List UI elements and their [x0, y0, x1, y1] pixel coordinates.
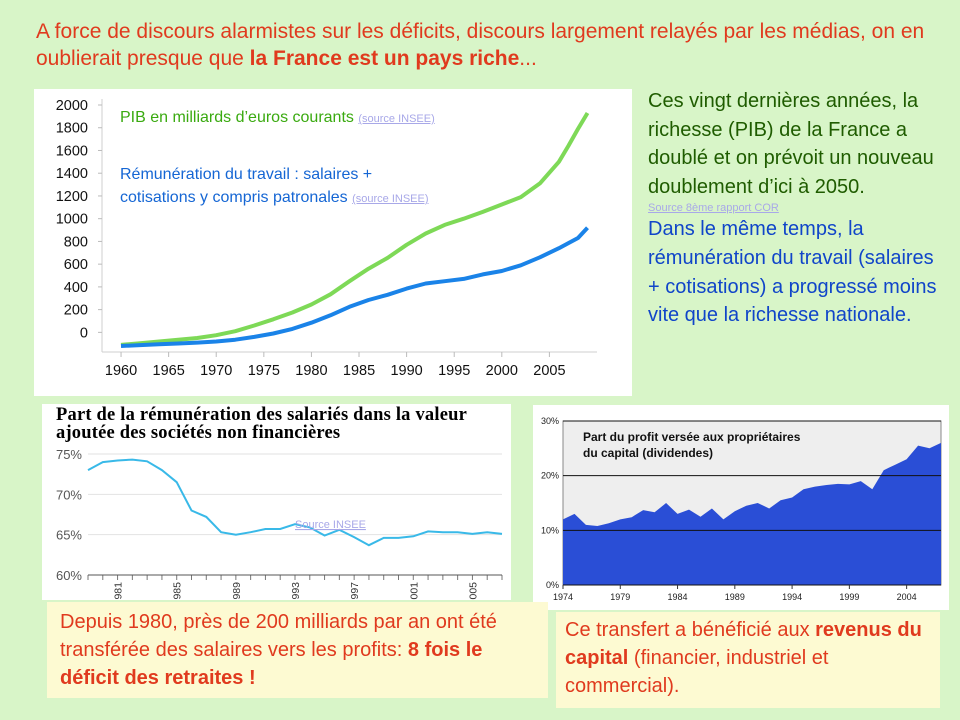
profit-x-tick-label: 1979: [610, 592, 630, 602]
pib-x-tick-label: 1960: [105, 363, 137, 379]
pib-x-tick-label: 1970: [200, 363, 232, 379]
profit-x-tick-label: 1974: [553, 592, 573, 602]
pib-x-tick-label: 1985: [343, 363, 375, 379]
profit-y-tick-label: 10%: [541, 525, 559, 535]
profit-title-line2: du capital (dividendes): [583, 446, 713, 460]
dividend-share-svg: 30% 20% 10% 0% 1974 1979 1984 1989 1994 1999 2004 P…: [541, 416, 942, 602]
transfer-callout: Depuis 1980, près de 200 milliards par a…: [47, 602, 548, 698]
pib-x-tick-label: 1990: [390, 363, 422, 379]
pib-chart: 2000 1800 1600 1400 1200 1000 800 600 400 200 0 196…: [34, 89, 632, 396]
pib-y-tick-label: 1600: [56, 143, 88, 159]
remuneration-source-link[interactable]: (source INSEE): [352, 193, 429, 205]
pib-y-tick-label: 1800: [56, 121, 88, 137]
profit-title-line1: Part du profit versée aux propriétaires: [583, 430, 801, 444]
profit-x-tick-label: 2004: [897, 592, 917, 602]
profit-x-tick-label: 1999: [839, 592, 859, 602]
capital-callout: Ce transfert a bénéficié aux revenus du …: [556, 612, 940, 708]
pib-x-tick-label: 1965: [153, 363, 185, 379]
share-x-tick-label: 1997: [349, 582, 361, 600]
pib-y-tick-label: 1400: [56, 166, 88, 182]
share-x-tick-label: 1981: [113, 582, 125, 600]
pib-y-tick-label: 200: [64, 303, 88, 319]
pib-y-tick-label: 400: [64, 280, 88, 296]
profit-x-tick-label: 1989: [725, 592, 745, 602]
pib-y-tick-label: 800: [64, 234, 88, 250]
share-x-tick-label: 2001: [408, 582, 420, 600]
wage-share-chart: Part de la rémunération des salariés dan…: [42, 404, 511, 600]
profit-y-tick-label: 20%: [541, 471, 559, 481]
pib-x-tick-label: 1995: [438, 363, 470, 379]
wage-share-title: Part de la rémunération des salariés dan…: [56, 405, 467, 443]
share-x-tick-label: 2005: [467, 582, 479, 600]
pib-x-tick-label: 1975: [248, 363, 280, 379]
share-series-line: [87, 458, 503, 547]
pib-series-line: [120, 111, 590, 347]
profit-x-tick-label: 1994: [782, 592, 802, 602]
share-y-tick-label: 70%: [56, 487, 82, 502]
profit-y-tick-label: 0%: [546, 580, 559, 590]
capital-callout-text: Ce transfert a bénéficié aux revenus du …: [565, 619, 922, 697]
share-y-tick-label: 60%: [56, 568, 82, 583]
profit-y-tick-label: 30%: [541, 416, 559, 426]
dividend-share-chart: 30% 20% 10% 0% 1974 1979 1984 1989 1994 1999 2004 P…: [533, 405, 949, 610]
pib-x-tick-label: 1980: [295, 363, 327, 379]
profit-x-tick-label: 1984: [668, 592, 688, 602]
pib-series-label: PIB en milliards d’euros courants (sourc…: [120, 109, 435, 126]
share-y-tick-label: 65%: [56, 528, 82, 543]
pib-y-tick-label: 0: [80, 325, 88, 341]
remuneration-series-label: Rémunération du travail : salaires + cot…: [120, 166, 429, 206]
right-commentary: Ces vingt dernières années, la richesse …: [648, 87, 948, 330]
pib-y-tick-label: 1200: [56, 189, 88, 205]
cor-source-link[interactable]: Source 8ème rapport COR: [648, 202, 779, 215]
share-x-tick-label: 1993: [290, 582, 302, 600]
pib-x-tick-label: 2005: [533, 363, 565, 379]
wealth-doubling-text: Ces vingt dernières années, la richesse …: [648, 90, 934, 198]
headline: A force de discours alarmistes sur les d…: [36, 20, 925, 70]
wage-share-svg: 75% 70% 65% 60% 1981 1985 1989 1993 1997 2001 2005…: [56, 447, 503, 600]
transfer-callout-text: Depuis 1980, près de 200 milliards par a…: [60, 611, 497, 689]
wage-growth-text: Dans le même temps, la rémunération du t…: [648, 218, 937, 327]
pib-y-tick-label: 600: [64, 257, 88, 273]
pib-y-tick-label: 2000: [56, 98, 88, 114]
profit-series-area: [563, 442, 941, 585]
pib-source-link[interactable]: (source INSEE): [358, 113, 435, 125]
pib-x-tick-label: 2000: [486, 363, 518, 379]
remuneration-series-line: [120, 226, 589, 348]
share-x-tick-label: 1989: [231, 582, 243, 600]
share-x-tick-label: 1985: [172, 582, 184, 600]
pib-y-tick-label: 1000: [56, 212, 88, 228]
pib-chart-svg: 2000180016001400120010008006004002000196…: [56, 98, 597, 379]
share-source-link: Source INSEE: [295, 519, 366, 531]
share-y-tick-label: 75%: [56, 447, 82, 462]
